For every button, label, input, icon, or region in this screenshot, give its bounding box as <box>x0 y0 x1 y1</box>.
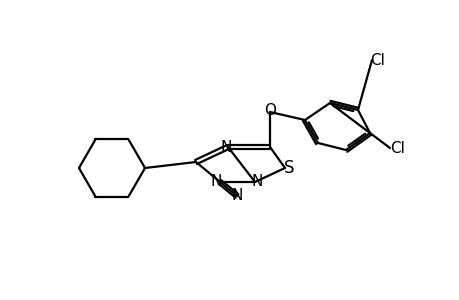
Text: N: N <box>220 140 231 154</box>
Text: N: N <box>231 188 242 203</box>
Text: N: N <box>251 175 262 190</box>
Text: N: N <box>210 175 221 190</box>
Text: O: O <box>263 103 275 118</box>
Text: S: S <box>283 159 294 177</box>
Text: Cl: Cl <box>390 140 404 155</box>
Text: Cl: Cl <box>370 52 385 68</box>
